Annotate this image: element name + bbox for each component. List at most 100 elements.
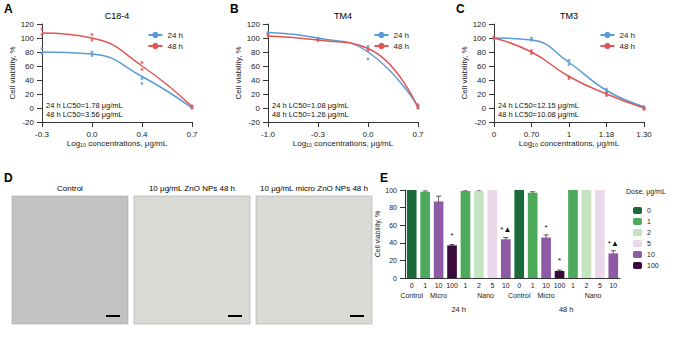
svg-text:Cell viability, %: Cell viability, %	[8, 46, 17, 99]
svg-text:5: 5	[647, 240, 651, 247]
svg-text:80: 80	[389, 204, 397, 211]
svg-text:10: 10	[542, 282, 550, 289]
svg-text:1: 1	[531, 282, 535, 289]
svg-text:80: 80	[25, 48, 34, 57]
svg-text:48 h: 48 h	[393, 42, 409, 51]
svg-text:48 h LC50=1.26 μg/mL: 48 h LC50=1.26 μg/mL	[272, 110, 349, 119]
svg-text:24 h: 24 h	[167, 31, 183, 40]
svg-text:24 h: 24 h	[393, 31, 409, 40]
svg-text:1: 1	[423, 282, 427, 289]
svg-text:24 h LC50=12.15 μg/mL: 24 h LC50=12.15 μg/mL	[498, 101, 579, 110]
svg-text:0: 0	[256, 104, 261, 113]
svg-text:0.7: 0.7	[186, 130, 198, 139]
svg-text:10: 10	[647, 251, 655, 258]
svg-text:2: 2	[584, 282, 588, 289]
svg-text:100: 100	[446, 282, 458, 289]
svg-text:20: 20	[25, 90, 34, 99]
svg-text:80: 80	[251, 48, 260, 57]
svg-text:1.18: 1.18	[599, 130, 615, 139]
svg-text:Nano: Nano	[477, 292, 494, 299]
svg-text:10: 10	[609, 282, 617, 289]
svg-text:48 h: 48 h	[619, 42, 635, 51]
svg-text:*: *	[545, 223, 548, 232]
svg-text:D: D	[4, 171, 13, 185]
svg-text:24 h LC50=1.78 μg/mL: 24 h LC50=1.78 μg/mL	[46, 101, 123, 110]
svg-text:1: 1	[647, 218, 651, 225]
svg-text:80: 80	[477, 48, 486, 57]
svg-text:0: 0	[410, 282, 414, 289]
svg-text:120: 120	[473, 20, 487, 29]
svg-text:Micro: Micro	[538, 292, 555, 299]
svg-text:C18-4: C18-4	[105, 11, 130, 21]
svg-text:60: 60	[477, 62, 486, 71]
svg-text:Control: Control	[57, 184, 83, 193]
svg-text:10 μg/mL micro ZnO NPs 48 h: 10 μg/mL micro ZnO NPs 48 h	[260, 184, 368, 193]
svg-text:-20: -20	[22, 118, 34, 127]
svg-text:-0.3: -0.3	[35, 130, 49, 139]
svg-text:48 h LC50=10.08 μg/mL: 48 h LC50=10.08 μg/mL	[498, 110, 579, 119]
svg-text:24 h: 24 h	[451, 305, 466, 314]
svg-text:-20: -20	[248, 118, 260, 127]
svg-text:Log₁₀ concentrations, μg/mL: Log₁₀ concentrations, μg/mL	[293, 139, 394, 148]
svg-text:48 h: 48 h	[559, 305, 574, 314]
svg-text:-1.0: -1.0	[261, 130, 275, 139]
svg-text:10: 10	[435, 282, 443, 289]
svg-text:Control: Control	[400, 292, 423, 299]
svg-text:0: 0	[482, 104, 487, 113]
svg-text:100: 100	[554, 282, 566, 289]
svg-text:B: B	[230, 2, 239, 16]
svg-text:A: A	[4, 2, 13, 16]
svg-text:C: C	[456, 2, 465, 16]
svg-text:24 h: 24 h	[619, 31, 635, 40]
svg-text:2: 2	[477, 282, 481, 289]
svg-text:Control: Control	[508, 292, 531, 299]
svg-text:1.30: 1.30	[636, 130, 652, 139]
svg-text:0.4: 0.4	[136, 130, 148, 139]
svg-text:100: 100	[473, 34, 487, 43]
svg-text:1: 1	[571, 282, 575, 289]
svg-text:100: 100	[21, 34, 35, 43]
svg-text:*: *	[558, 256, 561, 265]
svg-text:40: 40	[251, 76, 260, 85]
svg-text:10 μg/mL ZnO NPs 48 h: 10 μg/mL ZnO NPs 48 h	[149, 184, 235, 193]
svg-text:-20: -20	[474, 118, 486, 127]
svg-text:TM3: TM3	[560, 11, 578, 21]
svg-text:Cell viability, %: Cell viability, %	[234, 46, 243, 99]
svg-text:0.7: 0.7	[412, 130, 424, 139]
svg-text:0: 0	[492, 130, 497, 139]
svg-text:2: 2	[647, 229, 651, 236]
svg-text:20: 20	[389, 257, 397, 264]
svg-text:5: 5	[598, 282, 602, 289]
svg-text:Micro: Micro	[430, 292, 447, 299]
svg-text:100: 100	[247, 34, 261, 43]
svg-text:Nano: Nano	[585, 292, 602, 299]
svg-text:120: 120	[247, 20, 261, 29]
svg-text:0: 0	[647, 207, 651, 214]
svg-text:E: E	[380, 171, 388, 185]
svg-text:0.70: 0.70	[524, 130, 540, 139]
svg-text:40: 40	[25, 76, 34, 85]
svg-text:120: 120	[21, 20, 35, 29]
svg-text:48 h LC50=3.56 μg/mL: 48 h LC50=3.56 μg/mL	[46, 110, 123, 119]
svg-text:TM4: TM4	[334, 11, 352, 21]
svg-text:10: 10	[502, 282, 510, 289]
svg-text:*: *	[450, 231, 453, 240]
svg-text:5: 5	[490, 282, 494, 289]
svg-text:40: 40	[477, 76, 486, 85]
svg-text:60: 60	[25, 62, 34, 71]
svg-text:20: 20	[477, 90, 486, 99]
svg-text:Log₁₀ concentrations, μg/mL: Log₁₀ concentrations, μg/mL	[67, 139, 168, 148]
svg-text:100: 100	[385, 187, 397, 194]
svg-text:-0.3: -0.3	[311, 130, 325, 139]
svg-text:Cell viability, %: Cell viability, %	[374, 211, 382, 258]
svg-text:0: 0	[393, 275, 397, 282]
svg-text:0.0: 0.0	[362, 130, 374, 139]
svg-text:Cell viability, %: Cell viability, %	[460, 46, 469, 99]
svg-text:60: 60	[389, 222, 397, 229]
svg-text:Log₁₀ concentrations, μg/mL: Log₁₀ concentrations, μg/mL	[519, 139, 620, 148]
svg-text:Dose, μg/mL: Dose, μg/mL	[626, 188, 666, 196]
svg-text:0: 0	[30, 104, 35, 113]
svg-text:*▲: *▲	[500, 225, 511, 234]
svg-text:1: 1	[464, 282, 468, 289]
svg-text:24 h LC50=1.08 μg/mL: 24 h LC50=1.08 μg/mL	[272, 101, 349, 110]
